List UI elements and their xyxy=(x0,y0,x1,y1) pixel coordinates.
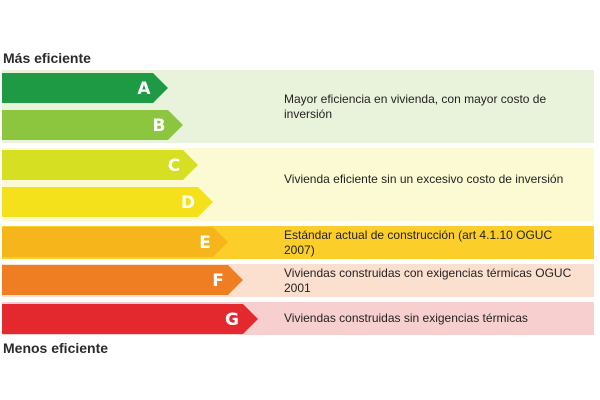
grade-letter-c: C xyxy=(168,156,180,176)
grade-letter-g: G xyxy=(225,310,239,330)
grade-letter-a: A xyxy=(137,79,151,99)
grade-arrow-a: A xyxy=(2,73,168,103)
description-f-text: Viviendas construidas con exigencias tér… xyxy=(284,266,572,295)
grade-bar-g: G xyxy=(2,304,259,334)
grade-bar-b: B xyxy=(2,110,184,140)
grade-arrow-f: F xyxy=(2,265,243,295)
grade-arrow-c: C xyxy=(2,150,198,180)
grade-letter-e: E xyxy=(199,233,211,253)
least-efficient-heading: Menos eficiente xyxy=(3,340,109,356)
grade-letter-f: F xyxy=(212,271,224,291)
grade-bar-f: F xyxy=(2,265,244,295)
grade-arrow-g: G xyxy=(2,304,258,334)
description-g-text: Viviendas construidas sin exigencias tér… xyxy=(284,311,528,325)
grade-bar-c: C xyxy=(2,150,199,180)
grade-bar-d: D xyxy=(2,187,214,217)
description-cd-text: Vivienda eficiente sin un excesivo costo… xyxy=(284,172,564,186)
grade-bar-a: A xyxy=(2,73,169,103)
grade-arrow-b: B xyxy=(2,110,183,140)
grade-letter-d: D xyxy=(181,193,195,213)
grade-arrow-e: E xyxy=(2,227,228,257)
grade-arrow-d: D xyxy=(2,187,213,217)
most-efficient-heading: Más eficiente xyxy=(3,50,91,66)
grade-letter-b: B xyxy=(153,116,166,136)
description-e-text: Estándar actual de construcción (art 4.1… xyxy=(284,228,553,257)
description-ab-text: Mayor eficiencia en vivienda, con mayor … xyxy=(284,92,547,121)
grade-bar-e: E xyxy=(2,227,229,257)
